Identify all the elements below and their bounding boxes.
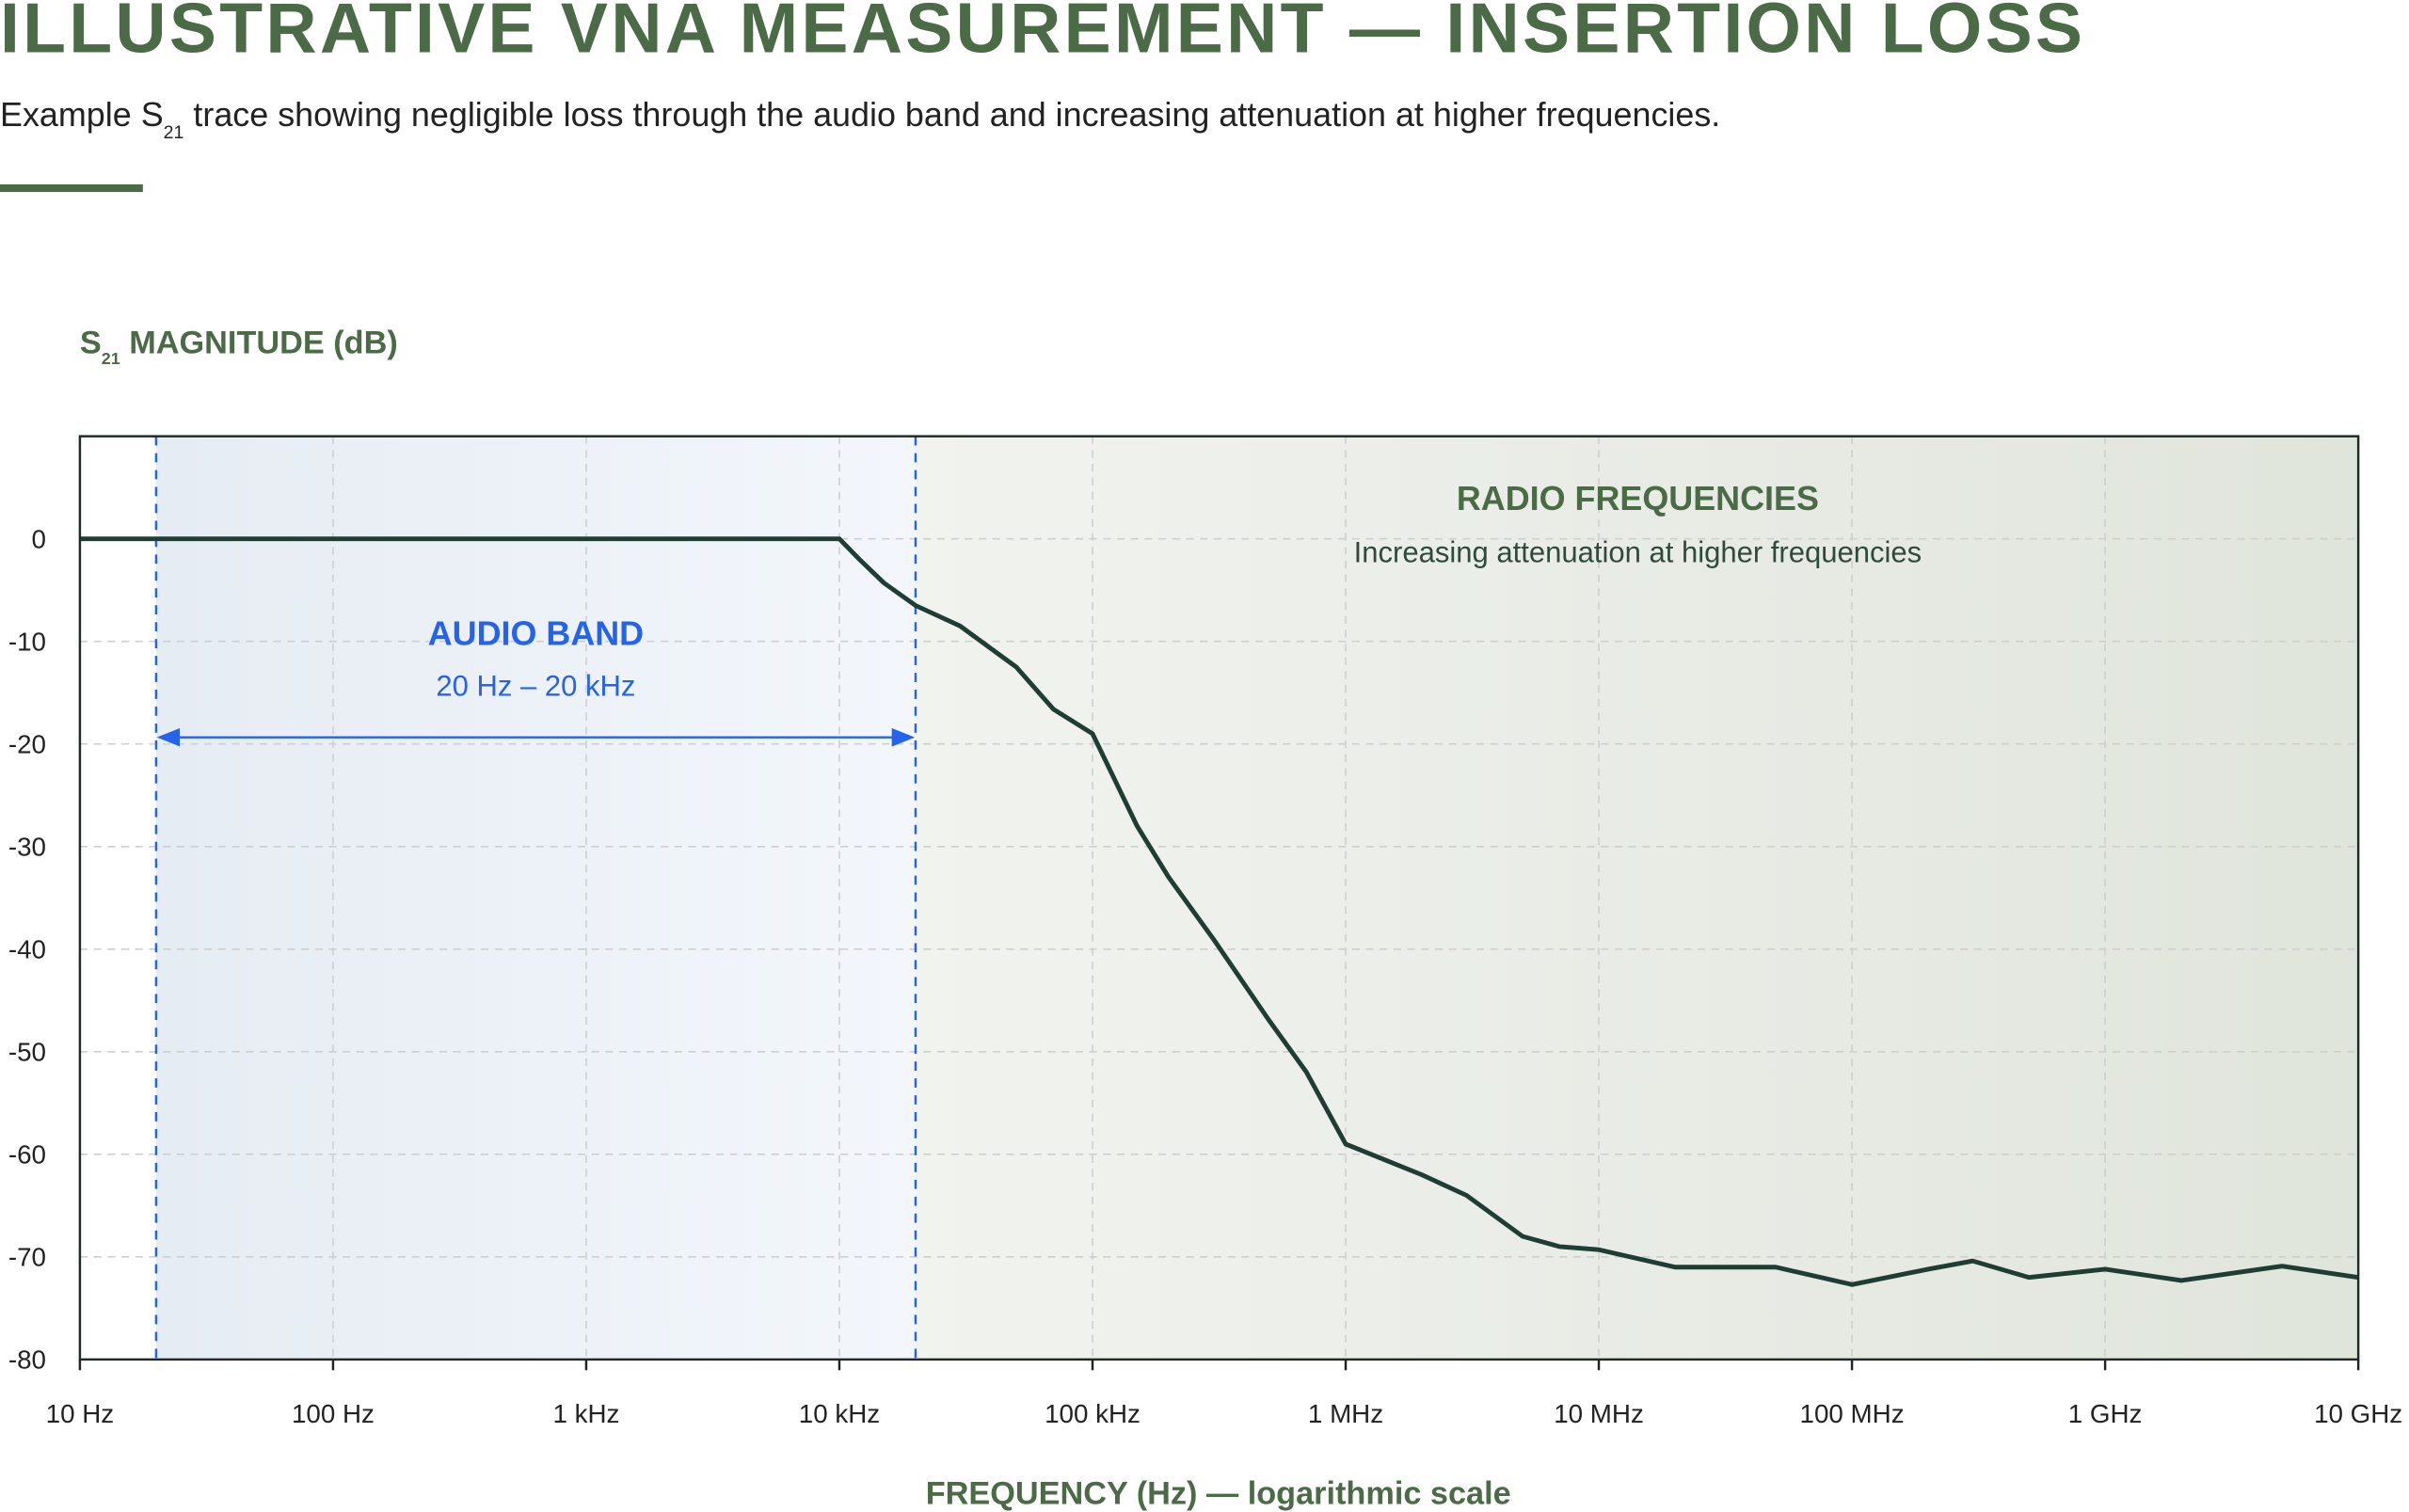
x-tick-label: 1 GHz bbox=[2068, 1399, 2143, 1428]
x-tick-label: 10 GHz bbox=[2314, 1399, 2402, 1428]
y-tick-label: -70 bbox=[8, 1243, 46, 1272]
subtitle-text: trace showing negligible loss through th… bbox=[183, 95, 1720, 134]
y-tick-label: -20 bbox=[8, 730, 46, 759]
y-tick-label: -40 bbox=[8, 935, 46, 964]
x-tick-label: 1 kHz bbox=[552, 1399, 619, 1428]
plot-frame bbox=[78, 435, 2360, 1361]
x-tick-label: 10 kHz bbox=[799, 1399, 880, 1428]
y-tick-label: -50 bbox=[8, 1038, 46, 1067]
accent-bar bbox=[0, 183, 143, 193]
x-tick-label: 1 MHz bbox=[1308, 1399, 1383, 1428]
y-tick-label: 0 bbox=[32, 524, 46, 553]
x-tick-label: 10 Hz bbox=[46, 1399, 114, 1428]
y-tick-label: -60 bbox=[8, 1140, 46, 1170]
subtitle-sub: 21 bbox=[164, 122, 184, 143]
trace-line bbox=[79, 536, 2359, 1287]
x-tick-label: 10 MHz bbox=[1554, 1399, 1644, 1428]
y-label-sub: 21 bbox=[102, 349, 120, 368]
subtitle-prefix: Example S bbox=[0, 95, 164, 134]
x-tick-label: 100 Hz bbox=[292, 1399, 375, 1428]
x-tick-label: 100 MHz bbox=[1800, 1399, 1905, 1428]
y-label-prefix: S bbox=[80, 326, 102, 361]
title: ILLUSTRATIVE VNA MEASUREMENT — INSERTION… bbox=[0, 0, 2085, 68]
annotation-sublabel: 20 Hz – 20 kHz bbox=[436, 670, 635, 703]
y-tick-label: -10 bbox=[8, 628, 46, 657]
annotation-label: RADIO FREQUENCIES bbox=[1457, 479, 1819, 517]
annotation-sublabel: Increasing attenuation at higher frequen… bbox=[1354, 536, 1922, 569]
y-tick-label: -80 bbox=[8, 1345, 46, 1375]
annotation-label: AUDIO BAND bbox=[428, 614, 644, 653]
region-band bbox=[155, 436, 916, 1360]
x-axis-label: FREQUENCY (Hz) — logarithmic scale bbox=[926, 1475, 1511, 1511]
region-band bbox=[915, 436, 2359, 1360]
subtitle: Example S21 trace showing negligible los… bbox=[0, 95, 1720, 143]
y-axis-label: S21 MAGNITUDE (dB) bbox=[80, 326, 398, 368]
y-tick-label: -30 bbox=[8, 833, 46, 862]
y-label-text: MAGNITUDE (dB) bbox=[120, 326, 398, 361]
x-tick-label: 100 kHz bbox=[1045, 1399, 1141, 1428]
